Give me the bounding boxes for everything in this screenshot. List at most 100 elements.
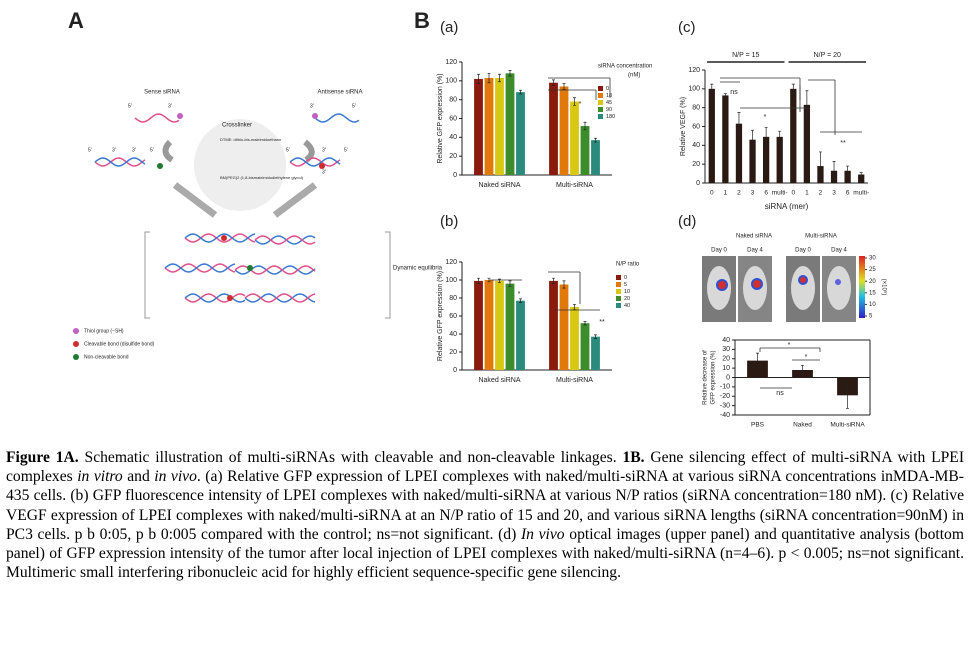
panel-label: (b) [440, 213, 458, 230]
error-bar [487, 277, 491, 283]
annotation: ns [730, 89, 738, 96]
bar [505, 73, 515, 175]
error-bar [498, 73, 501, 83]
x-tick-label: Multi-siRNA [556, 182, 593, 189]
group-label: Naked siRNA [736, 234, 772, 240]
strand-end: 3' [168, 103, 172, 109]
y-tick-label: 40 [692, 142, 700, 149]
x-tick-label: 2 [819, 190, 823, 197]
day-label: Day 0 [795, 248, 811, 254]
y-tick-label: 0 [696, 180, 700, 187]
legend-title: N/P ratio [616, 262, 640, 268]
y-tick-label: -10 [720, 384, 730, 391]
colorbar-tick-label: 5 [869, 314, 873, 320]
colorbar-tick-label: 25 [869, 267, 876, 273]
caption: Figure 1A. Schematic illustration of mul… [6, 448, 964, 582]
annotation: * [518, 291, 521, 298]
strand-end: 5' [128, 103, 132, 109]
bar [580, 126, 590, 175]
x-tick-label: Multi-siRNA [830, 422, 865, 429]
label: Sense siRNA [144, 90, 180, 96]
bar [484, 78, 494, 175]
panel-label: (c) [678, 19, 696, 36]
legend-label: 10 [624, 289, 630, 295]
day-label: Day 4 [747, 248, 763, 254]
x-tick-label: PBS [751, 422, 765, 429]
error-bar [805, 90, 809, 120]
caption-text: Gene silencing effect of multi-siRNA wit… [6, 449, 965, 486]
annotation: ** [840, 140, 846, 147]
signal [798, 275, 808, 285]
x-axis-label: siRNA (mer) [765, 202, 809, 211]
y-axis-label: Relative decrease of [703, 350, 709, 405]
group-label: Multi-siRNA [805, 234, 837, 240]
caption-label: 1B. [622, 449, 645, 466]
strand [254, 235, 316, 245]
x-tick-label: multi- [853, 190, 869, 197]
bar [505, 283, 515, 370]
error-bar [594, 137, 597, 143]
legend-label: Thiol group (−SH) [84, 328, 124, 334]
thiol [312, 113, 318, 119]
legend-label: Cleavable bond (disulfide bond) [84, 341, 155, 347]
error-bar [756, 352, 759, 369]
panel-label: (a) [440, 19, 458, 36]
day-label: Day 0 [711, 248, 727, 254]
legend-title: siRNA concentration [598, 64, 652, 70]
x-tick-label: Naked siRNA [478, 182, 520, 189]
legend-label: 18 [606, 93, 612, 99]
legend-label: 20 [624, 296, 630, 302]
error-bar [583, 321, 587, 326]
bar [722, 95, 729, 183]
legend-swatch [616, 275, 621, 280]
caption-text: in vivo [154, 468, 197, 486]
bond [247, 265, 253, 271]
legend-swatch [598, 100, 603, 105]
y-tick-label: 120 [688, 67, 700, 74]
x-tick-label: Multi-siRNA [556, 377, 593, 384]
legend-marker [73, 354, 79, 360]
colorbar [859, 256, 865, 318]
legend-label: Non-cleavable bond [84, 354, 129, 360]
x-tick-label: Naked siRNA [478, 377, 520, 384]
legend-label: 45 [606, 100, 612, 106]
bar [580, 323, 590, 370]
strand [244, 293, 316, 303]
x-tick-label: 3 [832, 190, 836, 197]
arrow [272, 182, 318, 218]
bracket [144, 231, 391, 319]
y-axis-label: Relative GFP expression (%) [437, 271, 444, 361]
strand-end: 3' [112, 147, 116, 153]
strand [234, 265, 316, 275]
strand [314, 113, 360, 123]
signal [751, 278, 763, 290]
legend-swatch [598, 93, 603, 98]
bar [591, 336, 600, 370]
x-tick-label: 6 [846, 190, 850, 197]
bar [474, 280, 483, 370]
signal [716, 279, 728, 291]
figure: A B (a) (b) (c) (d) Crosslinker DTME: di… [68, 8, 887, 429]
legend-swatch [616, 296, 621, 301]
y-tick-label: -20 [720, 393, 730, 400]
strand [164, 263, 236, 273]
bar [858, 174, 865, 183]
caption-text: In vivo [520, 525, 565, 543]
caption-text: . (a) Relative GFP expression of LPEI co… [6, 468, 965, 543]
strand [184, 293, 246, 303]
y-axis-label: Relative GFP expression (%) [437, 73, 444, 163]
strand-end: 3' [310, 103, 314, 109]
error-bar [832, 160, 836, 181]
y-tick-label: 80 [449, 97, 457, 104]
bar [776, 136, 783, 183]
bond [221, 235, 227, 241]
thiol [177, 113, 183, 119]
y-tick-label: 0 [453, 367, 457, 374]
strand [164, 263, 236, 273]
strand-end: 5' [286, 147, 290, 153]
y-tick-label: 60 [692, 123, 700, 130]
group-label: N/P = 15 [732, 52, 759, 59]
x-tick-label: Naked [793, 422, 812, 429]
day-label: Day 4 [831, 248, 847, 254]
mouse [791, 266, 815, 310]
